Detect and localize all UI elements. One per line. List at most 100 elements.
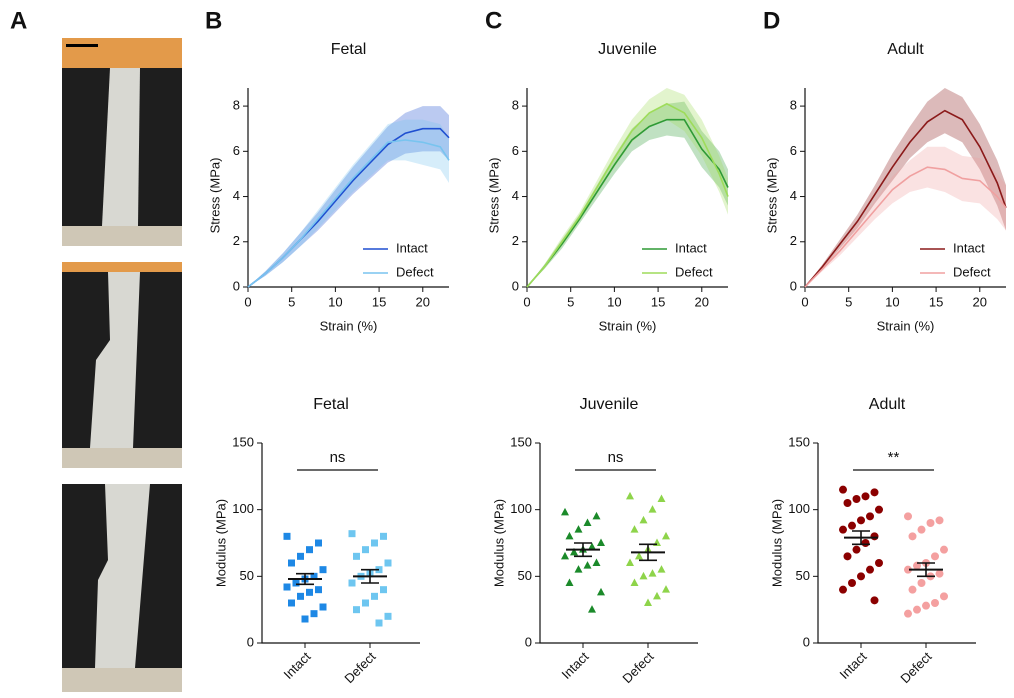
data-point [857,516,865,525]
y-tick-label: 0 [803,634,810,649]
x-tick-label: 10 [607,294,621,309]
photo [62,484,182,692]
y-tick-label: 100 [232,501,254,516]
photo [62,38,182,246]
data-point [583,561,592,569]
data-point [866,565,874,574]
error-bar [852,530,870,546]
data-point [597,587,605,596]
y-tick-label: 8 [790,98,797,113]
x-tick-label: 0 [244,294,251,309]
data-point [384,612,392,620]
data-point [852,495,861,503]
data-point [319,603,327,611]
data-point [597,538,605,546]
x-tick-label: Intact [836,649,869,682]
y-tick-label: 0 [512,278,519,293]
error-band [527,88,728,287]
data-point [380,532,387,540]
y-tick-label: 0 [790,278,797,293]
data-point [639,515,648,524]
x-tick-label: Defect [619,649,656,686]
series-line [526,102,729,288]
y-tick-label: 4 [790,188,797,203]
data-point [371,592,378,600]
y-tick-label: 6 [233,143,240,158]
data-point [306,546,313,554]
series-line [804,109,1007,288]
data-point [583,518,592,526]
data-point [565,531,574,540]
data-point [319,566,327,574]
y-tick-label: 2 [512,233,519,248]
data-point [648,569,657,577]
chart-title: Adult [887,41,924,58]
error-band [248,119,449,287]
data-point [870,488,879,497]
x-axis-label: Strain (%) [599,318,657,333]
series-line [526,118,729,288]
chart-title: Fetal [313,396,349,413]
x-tick-label: 0 [523,294,530,309]
data-point [926,519,935,527]
data-point [362,599,369,607]
data-point [848,579,856,587]
data-point [315,586,322,594]
data-point [570,547,578,556]
data-point [875,505,883,514]
data-point [630,525,639,533]
x-tick-label: Intact [558,649,591,682]
data-point [301,615,309,623]
data-point [353,552,360,560]
data-point [908,585,917,594]
legend-label: Defect [396,264,434,279]
x-tick-label: 10 [885,294,899,309]
data-point [639,571,648,580]
y-tick-label: 100 [510,501,532,516]
x-tick-label: 20 [973,294,987,309]
y-tick-label: 2 [233,233,240,248]
data-point [288,599,295,607]
y-tick-label: 150 [232,434,254,449]
data-point [904,512,912,521]
data-point [348,579,356,587]
y-axis-label: Modulus (MPa) [769,499,784,587]
data-point [588,605,596,613]
y-tick-label: 150 [788,434,810,449]
data-point [940,545,948,554]
y-tick-label: 100 [788,501,810,516]
significance-label: ** [888,449,900,466]
data-point [297,552,304,560]
axis [539,443,698,644]
data-point [292,579,300,587]
data-point [870,596,879,605]
data-point [848,521,856,530]
data-point [574,565,583,573]
data-point [297,592,304,600]
y-tick-label: 150 [510,434,532,449]
data-point [931,552,939,561]
data-point [857,572,865,581]
legend-label: Defect [675,264,713,279]
x-tick-label: 20 [416,294,430,309]
data-point [908,532,917,541]
data-point [371,539,378,547]
photo-column [62,38,182,692]
x-tick-label: 0 [801,294,808,309]
data-point [839,525,847,534]
y-axis-label: Modulus (MPa) [213,499,228,587]
y-tick-label: 6 [512,143,519,158]
x-tick-label: Defect [897,649,934,686]
y-axis-label: Stress (MPa) [486,158,501,234]
error-bar [639,543,657,562]
data-point [657,565,666,573]
x-tick-label: 5 [567,294,574,309]
y-tick-label: 4 [512,188,519,203]
x-tick-label: Defect [341,649,378,686]
chart-title: Fetal [331,41,367,58]
x-tick-label: 15 [651,294,665,309]
photo [62,262,182,468]
x-tick-label: 15 [929,294,943,309]
x-tick-label: 20 [695,294,709,309]
